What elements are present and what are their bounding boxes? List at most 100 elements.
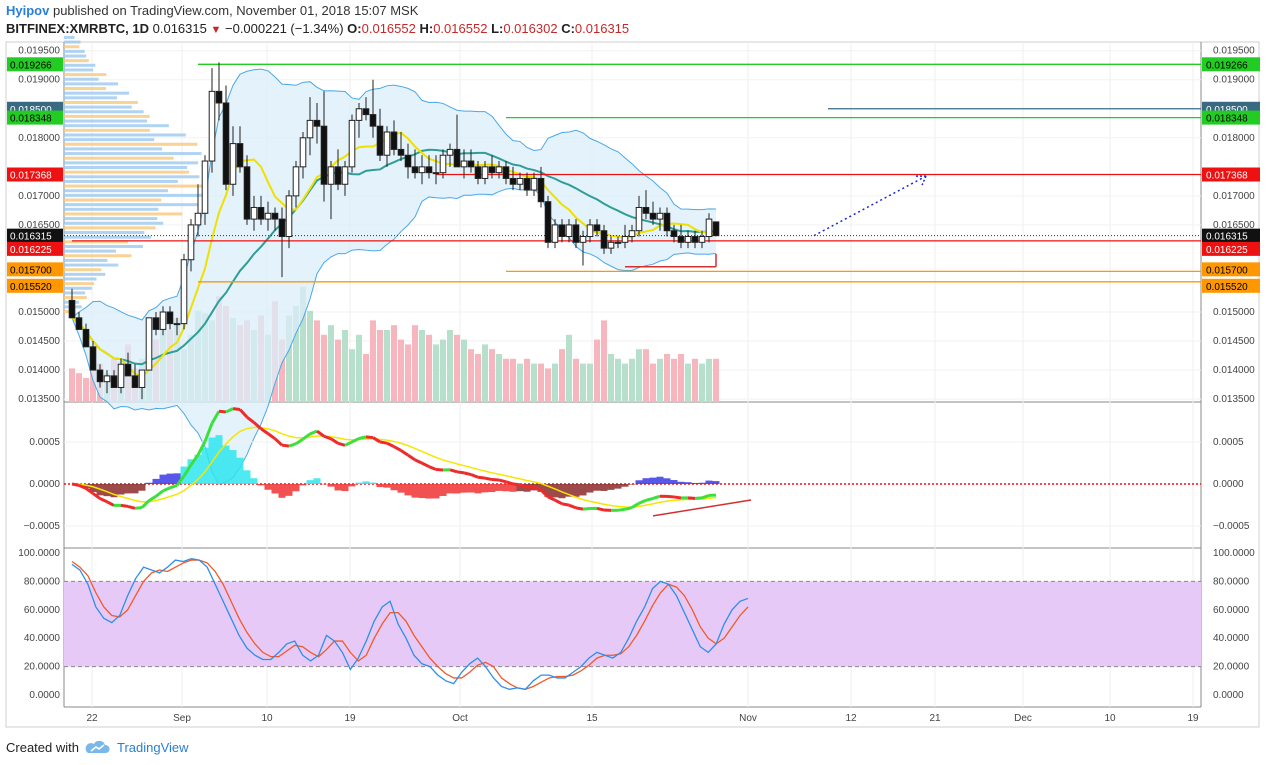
macd-histogram-bar (292, 484, 300, 492)
macd-line-segment (253, 421, 262, 430)
close-key: C: (561, 21, 575, 36)
volume-profile-bar (64, 258, 108, 262)
candle (278, 218, 286, 238)
macd-histogram-bar (628, 484, 636, 485)
volume-bar (587, 363, 593, 402)
macd-axis-label-right: 0.0005 (1213, 437, 1244, 448)
candle (439, 154, 447, 174)
candle (586, 224, 594, 238)
macd-histogram-bar (565, 484, 573, 497)
volume-bar (489, 349, 495, 402)
candle (446, 148, 454, 156)
macd-histogram-bar (488, 484, 496, 493)
candle (110, 375, 118, 388)
x-tick-label: Nov (739, 713, 757, 724)
macd-histogram-bar (376, 484, 384, 488)
candle (698, 236, 706, 243)
macd-axis-label-left: 0.0000 (29, 479, 60, 490)
macd-line-segment (477, 475, 486, 480)
macd-line-segment (673, 495, 682, 500)
candle (635, 206, 643, 232)
candle (187, 224, 195, 261)
volume-bar (685, 363, 691, 402)
stochastic-axis-label-left: 80.0000 (24, 576, 61, 587)
volume-bar (622, 363, 628, 402)
price-tag-left-text: 0.017368 (10, 171, 52, 182)
volume-profile-bar (64, 203, 198, 207)
macd-line-segment (456, 470, 465, 475)
volume-bar (83, 378, 89, 402)
macd-histogram-bar (110, 484, 118, 498)
candle (537, 177, 545, 203)
macd-histogram-bar (516, 484, 524, 492)
macd-line-segment (238, 408, 249, 419)
volume-profile-bar (64, 231, 145, 235)
macd-line-segment (561, 502, 570, 507)
macd-line-segment (533, 485, 542, 492)
volume-bar (559, 349, 565, 402)
volume-bar (384, 330, 390, 402)
volume-bar (664, 354, 670, 402)
volume-bar (321, 334, 327, 402)
volume-profile-bar (64, 119, 148, 123)
volume-profile-bar (64, 263, 119, 267)
price-tag-right-text: 0.018500 (1206, 105, 1248, 116)
candle (509, 177, 517, 185)
volume-bar (678, 354, 684, 402)
x-tick-label: 19 (344, 713, 356, 724)
macd-line-segment (330, 437, 339, 445)
tradingview-link[interactable]: TradingView (116, 740, 189, 755)
volume-bar (538, 363, 544, 402)
volume-bar (447, 330, 453, 402)
volume-bar (475, 354, 481, 402)
x-tick-label: 10 (1104, 713, 1116, 724)
volume-profile-bar (64, 286, 92, 290)
candle (607, 241, 615, 249)
author-link[interactable]: Hyipov (6, 3, 50, 18)
macd-line-segment (421, 461, 430, 468)
candle (194, 212, 202, 226)
macd-line-segment (203, 422, 214, 443)
price-axis-label-right: 0.015000 (1213, 307, 1255, 318)
macd-line-segment (400, 449, 409, 457)
price-axis-label-left: 0.019500 (18, 46, 60, 57)
macd-line-segment (140, 499, 151, 509)
volume-bar (391, 325, 397, 402)
candles (68, 62, 720, 400)
candle (173, 323, 181, 326)
volume-bar (293, 306, 299, 402)
stochastic-axis-label-left: 20.0000 (24, 662, 61, 673)
macd-histogram-bar (537, 484, 545, 492)
candle (180, 259, 188, 325)
tradingview-cloud-icon (85, 740, 110, 753)
macd-line-segment (568, 503, 577, 510)
macd-line-segment (148, 495, 157, 502)
macd-line-segment (127, 504, 136, 510)
candle (523, 177, 531, 191)
candle (495, 166, 503, 174)
price-tag-right-text: 0.017368 (1206, 171, 1248, 182)
volume-bar (643, 349, 649, 402)
macd-histogram-bar (495, 484, 503, 491)
volume-bar (300, 286, 306, 402)
x-tick-label: 19 (1187, 713, 1199, 724)
volume-profile-bar (64, 110, 144, 114)
volume-bar (573, 358, 579, 402)
macd-histogram-bar (551, 484, 559, 498)
macd-line-segment (365, 435, 374, 440)
candle (362, 108, 370, 116)
candle (453, 148, 461, 168)
macd-histogram-bar (194, 454, 202, 484)
volume-bar (356, 334, 362, 402)
volume-bar (552, 363, 558, 402)
candle (628, 230, 636, 238)
low-key: L: (491, 21, 504, 36)
macd-line-segment (302, 432, 311, 441)
macd-histogram-bar (222, 445, 230, 484)
candle (481, 166, 489, 179)
macd-line-segment (638, 498, 647, 505)
price-tag-right (1202, 167, 1260, 182)
macd-histogram-bar (481, 484, 489, 493)
macd-histogram-bar (691, 482, 699, 484)
